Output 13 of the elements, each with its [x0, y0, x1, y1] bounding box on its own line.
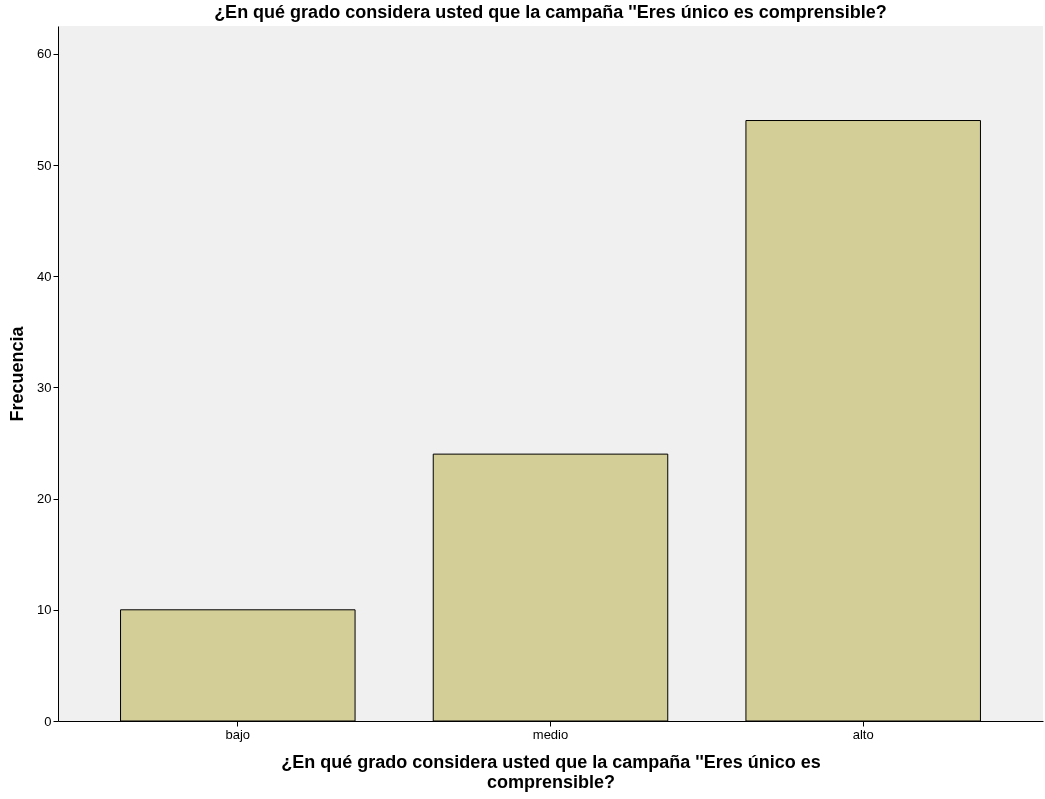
- y-tick-label: 60: [37, 46, 52, 62]
- y-tick-label: 30: [37, 379, 52, 395]
- x-tick-label: alto: [852, 726, 874, 742]
- x-tick-label: medio: [532, 726, 569, 742]
- y-tick-label: 10: [37, 602, 52, 618]
- y-tick-label: 20: [37, 491, 52, 507]
- y-tick-label: 0: [44, 713, 52, 729]
- chart-title: ¿En qué grado considera usted que la campaña ''Eres único es comprensible?: [214, 2, 887, 22]
- x-tick-label: bajo: [225, 726, 251, 742]
- x-axis-title: ¿En qué grado considera usted que la campaña ''Eres único es comprensible?: [281, 751, 821, 792]
- y-tick-label: 40: [37, 268, 52, 284]
- y-tick-label: 50: [37, 157, 52, 173]
- y-axis-title: Frecuencia: [7, 325, 28, 422]
